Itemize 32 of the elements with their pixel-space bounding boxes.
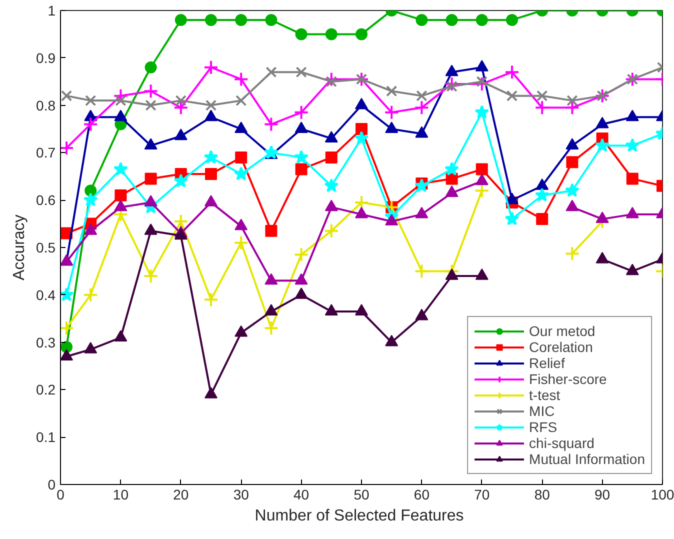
- y-tick-label: 0.8: [36, 97, 56, 114]
- x-axis-title: Number of Selected Features: [254, 508, 464, 524]
- legend-label: Relief: [529, 355, 565, 371]
- y-tick-label: 0.3: [36, 334, 56, 350]
- x-tick-label: 90: [594, 486, 610, 502]
- y-tick-label: 1: [48, 2, 56, 18]
- x-tick-label: 60: [414, 486, 430, 502]
- y-tick-label: 0.6: [36, 192, 56, 208]
- x-tick-label: 70: [474, 486, 490, 502]
- x-tick-label: 20: [173, 486, 189, 502]
- y-tick-label: 0.9: [36, 50, 56, 66]
- legend-label: Our metod: [529, 323, 596, 339]
- legend-label: Corelation: [529, 339, 593, 355]
- x-tick-label: 30: [233, 486, 250, 502]
- legend-label: chi-squard: [529, 435, 594, 451]
- legend-label: RFS: [529, 419, 558, 435]
- legend-label: MIC: [529, 403, 555, 419]
- legend-label: Mutual Information: [529, 451, 645, 467]
- x-tick-label: 80: [534, 486, 550, 502]
- x-tick-label: 100: [650, 486, 674, 502]
- y-tick-label: 0.1: [36, 429, 56, 446]
- y-tick-label: 0.2: [36, 382, 56, 398]
- y-tick-label: 0.5: [36, 240, 56, 256]
- legend-label: t-test: [529, 387, 560, 403]
- y-axis-title: Accuracy: [11, 214, 28, 280]
- x-tick-label: 10: [112, 486, 129, 502]
- x-tick-label: 40: [294, 486, 310, 502]
- y-tick-label: 0: [48, 476, 56, 492]
- x-tick-label: 50: [354, 486, 370, 502]
- y-tick-label: 0.7: [36, 144, 56, 161]
- legend-label: Fisher-score: [529, 371, 607, 387]
- y-tick-label: 0.4: [36, 286, 56, 303]
